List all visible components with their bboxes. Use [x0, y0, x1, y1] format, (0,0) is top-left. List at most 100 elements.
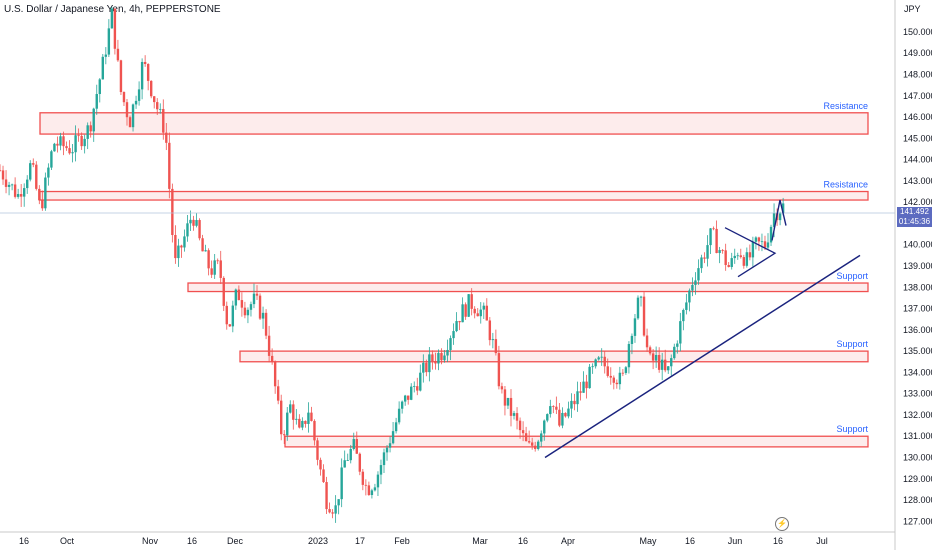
- lightning-icon[interactable]: ⚡: [775, 517, 789, 531]
- candle: [156, 102, 159, 110]
- candle: [38, 188, 41, 201]
- candle: [527, 441, 531, 443]
- candle: [0, 170, 2, 172]
- candle: [149, 80, 153, 97]
- candle: [388, 443, 392, 448]
- candle: [165, 132, 168, 143]
- candle: [1, 170, 5, 180]
- candle: [682, 309, 685, 322]
- candle: [322, 469, 325, 483]
- candle: [379, 465, 383, 475]
- x-tick-label: Nov: [142, 536, 159, 546]
- y-tick-label: 148.000: [903, 69, 932, 79]
- candle: [125, 102, 129, 118]
- candle: [736, 255, 739, 257]
- candle: [700, 257, 703, 269]
- candle: [35, 164, 38, 189]
- candle: [431, 354, 434, 362]
- candle: [621, 372, 625, 374]
- y-tick-label: 146.000: [903, 112, 932, 122]
- candle: [358, 453, 362, 472]
- zone-box: [284, 435, 869, 448]
- candle: [549, 406, 552, 415]
- candle: [180, 245, 183, 248]
- candle: [261, 312, 265, 319]
- y-tick-label: 130.000: [903, 453, 932, 463]
- candle: [304, 420, 307, 424]
- candle: [201, 238, 204, 252]
- candle: [252, 293, 256, 305]
- x-tick-label: 16: [773, 536, 783, 546]
- candle: [673, 346, 676, 359]
- candle: [600, 356, 603, 358]
- candle: [289, 404, 292, 413]
- candle: [204, 250, 207, 252]
- candle: [174, 235, 177, 259]
- candle: [697, 268, 700, 281]
- candle: [391, 431, 395, 444]
- candle: [367, 485, 371, 496]
- candle: [276, 386, 280, 401]
- candle: [207, 250, 210, 269]
- candle: [446, 349, 449, 356]
- candle: [86, 125, 89, 139]
- candle: [624, 367, 628, 373]
- countdown-timer: 01:45:36: [898, 217, 931, 226]
- triangle-pattern: [724, 227, 777, 278]
- zone-box: [187, 282, 869, 293]
- candle: [95, 94, 98, 109]
- candle: [47, 167, 50, 178]
- candle: [576, 391, 579, 405]
- y-tick-label: 150.000: [903, 27, 932, 37]
- candle: [694, 280, 697, 285]
- candle: [455, 321, 458, 332]
- candle: [745, 252, 749, 266]
- candle: [243, 307, 247, 316]
- candle: [373, 487, 377, 491]
- candle: [119, 60, 123, 93]
- candle: [558, 409, 561, 426]
- candle: [113, 8, 117, 49]
- y-tick-label: 137.000: [903, 304, 932, 314]
- candle: [195, 220, 198, 226]
- y-tick-label: 144.000: [903, 155, 932, 165]
- candle: [110, 8, 114, 29]
- zone-label: Resistance: [823, 180, 868, 190]
- candle: [192, 219, 195, 226]
- candle: [464, 304, 467, 317]
- y-tick-label: 134.000: [903, 367, 932, 377]
- candle: [246, 309, 250, 316]
- candle: [62, 136, 65, 147]
- x-tick-label: Feb: [394, 536, 410, 546]
- candle: [279, 400, 283, 435]
- candle: [567, 408, 570, 417]
- candle: [494, 339, 498, 354]
- candle: [718, 250, 721, 254]
- candle: [385, 447, 389, 453]
- candle: [116, 48, 120, 61]
- candle: [500, 386, 504, 390]
- candle: [597, 357, 600, 360]
- axis-unit: JPY: [904, 4, 921, 14]
- candle: [370, 490, 374, 496]
- candle: [44, 177, 47, 209]
- candle: [50, 151, 53, 168]
- x-tick-label: Oct: [60, 536, 75, 546]
- candle: [137, 89, 141, 101]
- candle: [552, 406, 555, 407]
- candle: [131, 104, 135, 128]
- y-tick-label: 140.000: [903, 240, 932, 250]
- candle: [657, 354, 661, 370]
- candle: [406, 395, 410, 400]
- x-tick-label: 16: [19, 536, 29, 546]
- candle: [16, 194, 20, 197]
- candle: [128, 117, 132, 128]
- x-tick-label: 16: [187, 536, 197, 546]
- candle: [98, 79, 101, 95]
- candle: [410, 386, 413, 400]
- candle: [724, 250, 727, 266]
- candle: [258, 295, 262, 319]
- candle: [189, 219, 192, 224]
- candle: [482, 305, 485, 310]
